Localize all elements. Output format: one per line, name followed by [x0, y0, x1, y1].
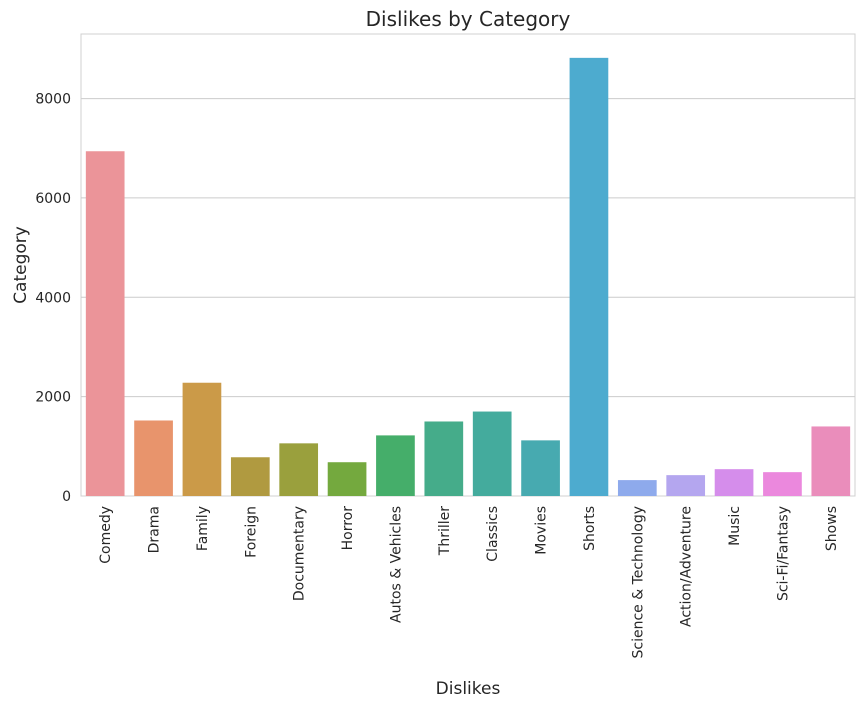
bar: [666, 475, 706, 496]
x-tick-label: Drama: [147, 506, 163, 553]
x-tick-label: Horror: [340, 506, 356, 551]
x-tick-label: Sci-Fi/Fantasy: [775, 506, 791, 601]
x-tick-label: Documentary: [292, 506, 308, 601]
bar: [424, 421, 464, 496]
x-tick-label: Foreign: [243, 506, 259, 558]
bar: [472, 411, 512, 496]
y-tick-label: 0: [62, 489, 71, 505]
bar: [617, 480, 657, 496]
x-axis-label: Dislikes: [436, 679, 501, 699]
bar: [134, 420, 173, 496]
bar: [279, 443, 319, 496]
x-tick-label: Autos & Vehicles: [388, 506, 404, 623]
x-tick-label: Science & Technology: [630, 506, 646, 659]
bar: [230, 457, 270, 496]
bar: [376, 435, 415, 496]
y-tick-labels: 0 2000 4000 6000 8000: [35, 92, 71, 505]
x-tick-label: Shorts: [582, 506, 598, 551]
y-tick-label: 6000: [35, 191, 71, 207]
x-tick-label: Music: [727, 506, 743, 546]
bar: [811, 426, 851, 496]
bar: [521, 440, 560, 496]
y-tick-label: 8000: [35, 92, 71, 108]
x-tick-label: Classics: [485, 506, 501, 562]
y-axis-label: Category: [11, 226, 31, 304]
chart-title: Dislikes by Category: [366, 7, 571, 31]
x-tick-label: Shows: [824, 506, 840, 551]
bar: [763, 472, 802, 496]
x-tick-labels: Comedy Drama Family Foreign Documentary Horro…: [98, 506, 840, 659]
y-tick-label: 4000: [35, 290, 71, 306]
y-tick-label: 2000: [35, 390, 71, 406]
x-tick-label: Movies: [534, 506, 550, 555]
bar: [327, 462, 367, 496]
bars: [85, 57, 851, 497]
bar: [714, 469, 754, 496]
x-tick-label: Thriller: [437, 506, 453, 556]
x-tick-label: Action/Adventure: [679, 506, 695, 627]
x-tick-label: Family: [195, 506, 211, 551]
bar: [182, 382, 222, 496]
bar: [569, 57, 609, 497]
bar: [85, 151, 125, 496]
x-tick-label: Comedy: [98, 506, 114, 564]
